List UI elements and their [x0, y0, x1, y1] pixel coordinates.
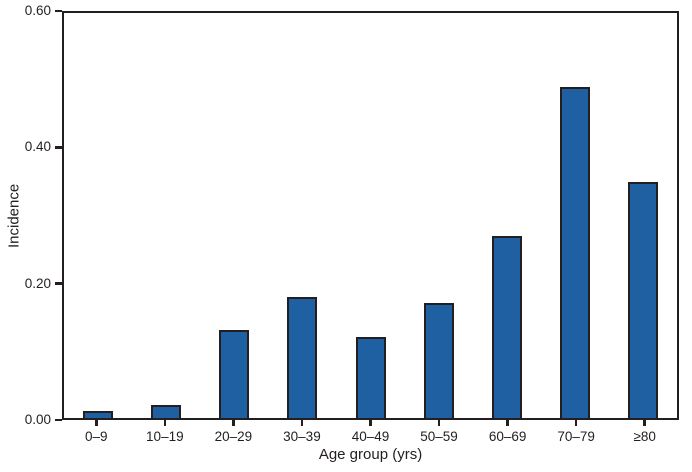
bar-30–39	[287, 296, 318, 418]
x-tick-mark	[163, 420, 167, 426]
y-tick-mark	[55, 282, 62, 285]
x-tick-label: 0–9	[85, 429, 108, 444]
y-tick-mark	[55, 418, 62, 422]
x-axis-label: Age group (yrs)	[318, 446, 423, 463]
y-tick-mark	[55, 146, 62, 149]
y-axis-label: Incidence	[5, 183, 23, 248]
bar-60–69	[491, 235, 522, 418]
x-tick-mark	[300, 420, 304, 426]
x-tick-label: 10–19	[146, 429, 184, 444]
bar-40–49	[355, 337, 386, 418]
x-tick-label: 30–39	[283, 429, 321, 444]
x-tick-label: 70–79	[557, 429, 595, 444]
y-tick-label: 0.20	[24, 275, 51, 291]
x-tick-label: 40–49	[351, 429, 390, 444]
bars-layer	[64, 13, 677, 418]
x-tick-mark	[232, 420, 235, 426]
x-tick-mark	[95, 420, 98, 426]
x-tick-mark	[574, 420, 578, 426]
y-tick-label: 0.60	[24, 3, 51, 18]
y-tick-label: 0.40	[24, 139, 51, 155]
x-tick-mark	[506, 420, 509, 426]
x-tick-label: 60–69	[488, 429, 527, 444]
x-tick-label: 50–59	[420, 429, 458, 444]
x-tick-mark	[437, 420, 441, 426]
x-tick-label: ≥80	[633, 429, 656, 444]
bar-20–29	[219, 330, 250, 418]
x-tick-mark	[643, 420, 646, 426]
y-tick-mark	[55, 9, 62, 13]
bar-≥80	[627, 181, 658, 418]
y-tick-label: 0.00	[24, 412, 51, 427]
bar-0–9	[83, 411, 114, 418]
bar-10–19	[151, 404, 182, 418]
bar-70–79	[559, 87, 590, 418]
x-tick-label: 20–29	[214, 429, 253, 444]
plot-area	[62, 11, 679, 420]
x-tick-mark	[369, 420, 372, 426]
bar-50–59	[423, 303, 454, 418]
